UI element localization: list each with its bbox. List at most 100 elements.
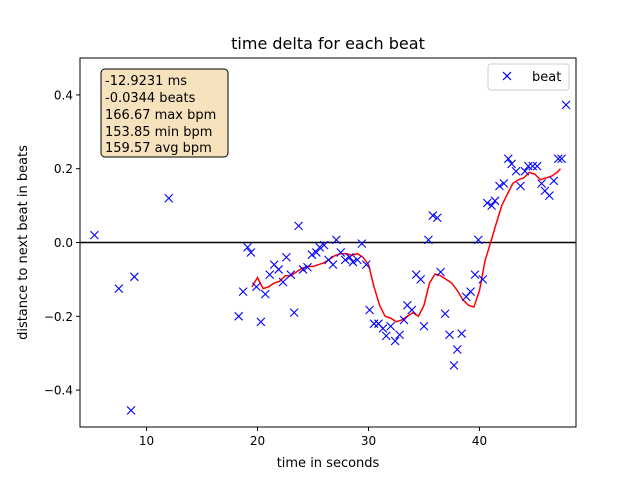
beat-marker-stroke bbox=[256, 317, 266, 327]
beat-marker-stroke bbox=[269, 260, 279, 270]
x-tick-label: 10 bbox=[139, 434, 154, 448]
y-tick-label: 0.4 bbox=[54, 88, 73, 102]
x-tick-label: 20 bbox=[250, 434, 265, 448]
beat-marker bbox=[395, 330, 404, 340]
beat-marker bbox=[345, 252, 355, 262]
beat-marker-stroke bbox=[238, 287, 248, 296]
beat-marker-stroke bbox=[445, 330, 454, 340]
stats-line: 159.57 avg bpm bbox=[105, 141, 212, 156]
x-tick-label: 40 bbox=[472, 434, 487, 448]
beat-marker bbox=[274, 265, 284, 274]
legend-marker-icon bbox=[502, 71, 512, 81]
beat-marker-stroke bbox=[473, 235, 483, 245]
beat-marker-stroke bbox=[503, 154, 513, 164]
beat-marker-stroke bbox=[395, 330, 404, 340]
beat-marker bbox=[378, 324, 388, 333]
beat-marker bbox=[511, 166, 521, 176]
beat-marker-stroke bbox=[390, 336, 400, 346]
beat-marker bbox=[282, 252, 291, 262]
beat-marker bbox=[369, 319, 379, 329]
beat-marker-stroke bbox=[357, 239, 367, 248]
beat-marker bbox=[432, 213, 442, 223]
beat-marker bbox=[234, 311, 244, 321]
beat-marker bbox=[252, 282, 261, 292]
stats-box: -12.9231 ms -0.0344 beats 166.67 max bpm… bbox=[100, 68, 229, 158]
beat-marker bbox=[289, 308, 299, 317]
beat-marker bbox=[298, 265, 308, 274]
legend: beat bbox=[487, 63, 570, 91]
beat-marker bbox=[399, 315, 409, 325]
beat-marker bbox=[336, 248, 346, 257]
beat-marker bbox=[549, 176, 559, 186]
beat-marker bbox=[419, 321, 429, 331]
beat-marker bbox=[243, 242, 252, 252]
beat-marker bbox=[436, 267, 446, 277]
beat-marker bbox=[129, 272, 139, 282]
beat-marker bbox=[256, 317, 266, 327]
beat-marker-stroke bbox=[348, 257, 358, 267]
beat-marker bbox=[424, 235, 433, 245]
beat-marker-stroke bbox=[507, 159, 517, 169]
beat-marker bbox=[516, 181, 525, 191]
beat-marker-stroke bbox=[402, 300, 412, 310]
beat-marker bbox=[265, 270, 275, 279]
beat-marker-stroke bbox=[516, 181, 525, 191]
beat-marker-stroke bbox=[499, 179, 509, 188]
beat-marker bbox=[561, 100, 571, 110]
legend-label: beat bbox=[532, 70, 561, 85]
y-tick-label: 0.0 bbox=[54, 236, 73, 250]
beat-marker-stroke bbox=[336, 248, 346, 257]
beat-marker-stroke bbox=[298, 265, 308, 274]
beat-marker-stroke bbox=[260, 289, 270, 299]
beat-marker bbox=[114, 284, 124, 294]
beat-marker-stroke bbox=[399, 315, 409, 325]
beat-marker bbox=[520, 166, 530, 176]
beat-marker-stroke bbox=[274, 265, 284, 274]
beat-marker-stroke bbox=[419, 321, 429, 331]
beat-marker bbox=[294, 221, 303, 231]
beat-marker bbox=[278, 277, 288, 287]
beat-marker-stroke bbox=[282, 252, 291, 262]
beat-marker bbox=[286, 270, 296, 279]
beat-marker-stroke bbox=[307, 250, 317, 260]
beat-marker-stroke bbox=[540, 186, 550, 196]
beat-marker-stroke bbox=[523, 161, 533, 171]
y-tick-label: −0.2 bbox=[44, 310, 73, 324]
beat-marker-stroke bbox=[428, 211, 438, 220]
beat-marker-stroke bbox=[537, 179, 546, 188]
beat-marker-stroke bbox=[126, 406, 136, 415]
beat-marker-stroke bbox=[361, 260, 371, 270]
beat-marker-stroke bbox=[436, 267, 446, 277]
beat-marker-stroke bbox=[319, 240, 329, 250]
beat-marker-stroke bbox=[90, 230, 99, 240]
beat-marker-stroke bbox=[353, 255, 362, 265]
beat-marker-stroke bbox=[457, 329, 467, 339]
beat-marker-stroke bbox=[246, 248, 256, 257]
beat-marker bbox=[340, 255, 350, 265]
beat-marker-stroke bbox=[381, 331, 391, 341]
beat-marker bbox=[381, 331, 391, 341]
beat-marker-stroke bbox=[286, 270, 296, 279]
beat-marker bbox=[528, 161, 538, 171]
beat-marker bbox=[487, 201, 497, 210]
beat-marker bbox=[478, 275, 488, 284]
beat-marker-stroke bbox=[294, 221, 303, 231]
beat-marker bbox=[495, 181, 504, 191]
series-layer bbox=[90, 100, 571, 415]
beat-marker-stroke bbox=[478, 275, 488, 284]
beat-marker bbox=[537, 179, 546, 188]
beat-marker-stroke bbox=[324, 255, 333, 265]
beat-marker bbox=[260, 289, 270, 299]
beat-marker-stroke bbox=[234, 311, 244, 321]
beat-marker-stroke bbox=[386, 321, 396, 331]
beat-marker-stroke bbox=[369, 319, 379, 329]
beat-marker bbox=[523, 161, 533, 171]
beat-marker bbox=[311, 248, 321, 257]
beat-marker bbox=[90, 230, 99, 240]
beat-marker bbox=[449, 360, 459, 370]
stats-line: -0.0344 beats bbox=[105, 91, 196, 106]
beat-marker-stroke bbox=[424, 235, 433, 245]
beat-marker-stroke bbox=[557, 154, 566, 164]
y-tick-label: 0.2 bbox=[54, 162, 73, 176]
beat-marker-stroke bbox=[490, 196, 500, 206]
